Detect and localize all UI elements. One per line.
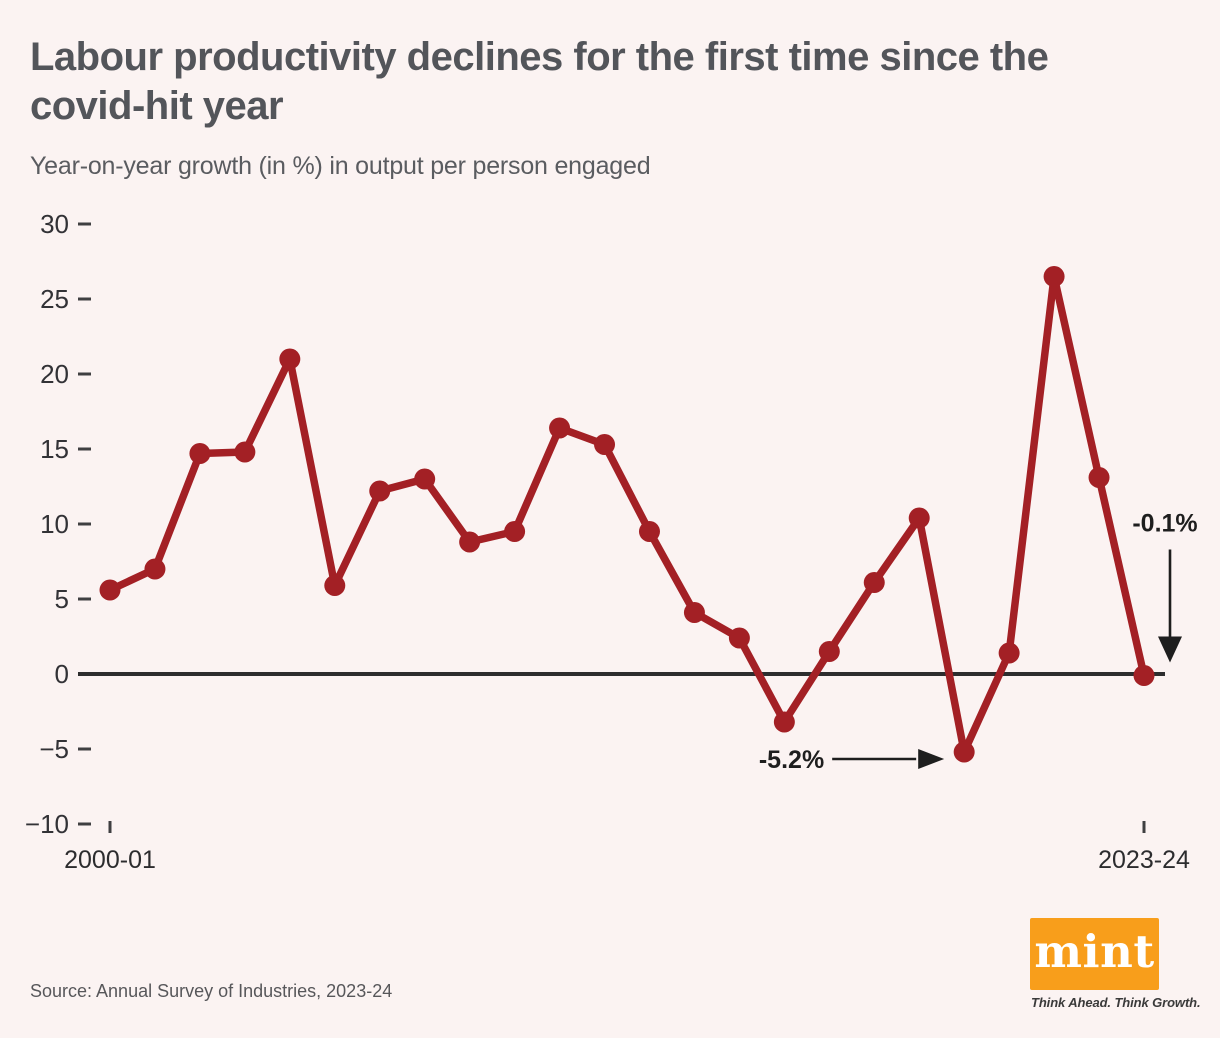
data-point	[908, 507, 930, 529]
data-point	[683, 602, 705, 623]
data-point	[594, 434, 616, 455]
y-axis: 30 25 20 15 10 5 0 −5 −10	[25, 209, 91, 839]
chart-title-line2: covid-hit year	[30, 84, 284, 128]
mint-tagline: Think Ahead. Think Growth.	[1031, 995, 1201, 1010]
data-point	[953, 741, 975, 763]
data-point	[549, 417, 571, 439]
data-point	[144, 558, 166, 580]
annotation-label: -0.1%	[1132, 510, 1197, 538]
data-point	[1043, 266, 1065, 287]
y-tick-label: −5	[39, 734, 69, 764]
y-tick-label: 5	[55, 584, 69, 614]
y-tick-label: 15	[40, 434, 69, 464]
data-point	[638, 521, 660, 542]
mint-logo-wordmark: mint	[1034, 924, 1155, 978]
data-point	[234, 441, 256, 463]
data-point	[998, 642, 1020, 664]
y-tick-label: 20	[40, 359, 69, 389]
chart-subtitle: Year-on-year growth (in %) in output per…	[30, 152, 651, 180]
x-tick-label-first: 2000-01	[64, 846, 156, 874]
annotation-arrowhead	[1158, 636, 1182, 663]
data-point	[1088, 467, 1110, 488]
annotation-arrowhead	[918, 749, 945, 769]
y-tick-label: 25	[40, 284, 69, 314]
data-point	[99, 579, 121, 601]
data-point	[459, 531, 481, 553]
annotation-label: -5.2%	[759, 746, 824, 774]
data-point	[728, 627, 750, 649]
data-point	[324, 575, 346, 596]
source-note: Source: Annual Survey of Industries, 202…	[30, 981, 393, 1001]
data-point	[818, 641, 840, 662]
x-axis: 2000-01 2023-24	[64, 821, 1190, 874]
data-point	[414, 468, 436, 490]
data-point	[504, 521, 526, 542]
data-point	[773, 711, 795, 733]
y-tick-label: 10	[40, 509, 69, 539]
y-tick-label: 0	[55, 659, 69, 689]
productivity-series	[99, 266, 1155, 763]
data-point	[1133, 665, 1155, 686]
y-tick-label: −10	[25, 809, 69, 839]
data-point	[369, 480, 391, 502]
data-point	[189, 443, 211, 464]
annotations: -5.2% -0.1%	[759, 510, 1198, 775]
chart-title-line1: Labour productivity declines for the fir…	[30, 35, 1049, 79]
chart-title: Labour productivity declines for the fir…	[30, 33, 1049, 131]
productivity-line	[106, 272, 1148, 756]
mint-logo: mint	[1030, 918, 1159, 990]
data-point	[279, 348, 301, 370]
x-tick-label-last: 2023-24	[1098, 846, 1190, 874]
data-point	[863, 572, 885, 593]
y-tick-label: 30	[40, 209, 69, 239]
